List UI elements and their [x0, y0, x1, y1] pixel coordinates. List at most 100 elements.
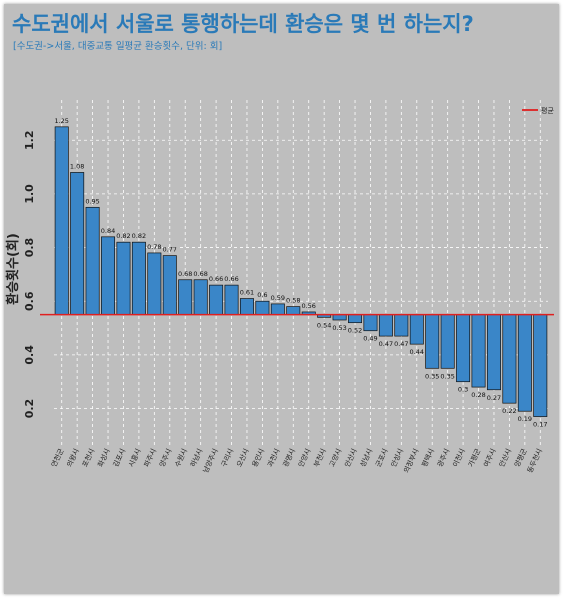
bar	[456, 314, 471, 383]
data-label: 1.25	[54, 117, 68, 125]
x-tick-label: 성남시	[358, 447, 374, 468]
bar	[70, 172, 85, 315]
x-tick-label: 구리시	[219, 447, 235, 468]
data-label: 0.82	[116, 232, 130, 240]
data-label: 0.77	[163, 246, 177, 254]
bar	[101, 236, 116, 315]
x-tick-label: 여주시	[481, 447, 497, 468]
bar	[440, 314, 455, 369]
bar	[502, 314, 517, 404]
x-tick-label: 포천시	[80, 447, 96, 468]
data-label: 0.22	[502, 407, 516, 415]
data-label: 0.61	[240, 289, 254, 297]
bar	[239, 298, 254, 315]
x-tick-label: 과천시	[265, 447, 281, 468]
x-tick-label: 광주시	[436, 447, 451, 468]
bar	[193, 279, 208, 315]
y-tick-label: 0.8	[23, 238, 36, 258]
x-tick-label: 하남시	[188, 447, 204, 468]
x-tick-label: 안성시	[389, 447, 405, 468]
data-label: 0.27	[487, 394, 501, 402]
data-label: 1.08	[70, 162, 84, 170]
data-label: 0.49	[363, 335, 377, 343]
data-label: 0.84	[101, 227, 115, 235]
x-tick-label: 평택시	[420, 447, 436, 468]
x-tick-label: 용인시	[250, 447, 266, 468]
y-tick-label: 0.4	[23, 345, 36, 365]
x-tick-label: 광명시	[281, 447, 297, 468]
bar	[425, 314, 440, 369]
y-tick-label: 0.2	[23, 399, 36, 419]
x-tick-label: 연천군	[49, 447, 66, 469]
bar	[378, 314, 393, 337]
data-label: 0.19	[518, 415, 532, 423]
x-tick-label: 화성시	[96, 447, 112, 468]
data-label: 0.6	[257, 291, 267, 299]
data-label: 0.68	[178, 270, 192, 278]
y-tick-label: 1.0	[23, 184, 36, 204]
bar	[116, 241, 131, 315]
bar	[394, 314, 409, 337]
x-tick-label: 안양시	[296, 447, 312, 468]
bar	[363, 314, 378, 332]
bar	[255, 300, 270, 315]
data-label: 0.35	[440, 372, 454, 380]
data-label: 0.95	[85, 197, 99, 205]
x-tick-label: 부천시	[312, 447, 328, 468]
x-tick-label: 고양시	[328, 447, 343, 468]
x-tick-label: 가평군	[466, 447, 483, 469]
data-label: 0.35	[425, 372, 439, 380]
data-label: 0.17	[533, 421, 547, 429]
bar	[147, 252, 162, 315]
data-label: 0.59	[271, 294, 285, 302]
data-label: 0.47	[394, 340, 408, 348]
x-tick-label: 안산시	[343, 447, 359, 468]
data-label: 0.68	[193, 270, 207, 278]
bar	[209, 284, 224, 315]
data-label: 0.82	[132, 232, 146, 240]
bar	[486, 314, 501, 391]
bar	[517, 314, 532, 412]
x-tick-label: 의왕시	[65, 447, 81, 468]
bar	[270, 303, 285, 315]
x-tick-label: 파주시	[142, 447, 158, 468]
data-label: 0.66	[224, 275, 238, 283]
bar	[348, 314, 363, 324]
chart-title: 수도권에서 서울로 통행하는데 환승은 몇 번 하는지?	[12, 12, 474, 36]
bar	[131, 241, 146, 315]
bar	[332, 314, 347, 321]
data-label: 0.52	[348, 327, 362, 335]
x-tick-label: 안산시	[497, 447, 513, 468]
data-label: 0.54	[317, 321, 331, 329]
bar	[409, 314, 424, 345]
data-label: 0.28	[471, 391, 485, 399]
data-label: 0.3	[458, 386, 468, 394]
x-tick-label: 양주시	[158, 447, 173, 468]
bar	[54, 126, 69, 315]
bar	[224, 284, 239, 315]
y-tick-label: 0.6	[23, 291, 36, 311]
data-label: 0.56	[301, 302, 315, 310]
y-axis-label: 환승횟수(회)	[5, 233, 21, 305]
bar	[533, 314, 548, 417]
bar	[286, 306, 301, 315]
x-tick-label: 시흥시	[126, 447, 142, 468]
x-tick-label: 김포시	[112, 447, 127, 468]
chart-subtitle: [수도권->서울, 대중교통 일평균 환승횟수, 단위: 회]	[13, 41, 223, 52]
x-tick-label: 양평군	[512, 447, 529, 469]
data-label: 0.78	[147, 243, 161, 251]
data-label: 0.53	[332, 324, 346, 332]
bar	[162, 255, 177, 315]
x-tick-label: 수원시	[173, 447, 189, 468]
data-label: 0.66	[209, 275, 223, 283]
data-label: 0.47	[379, 340, 393, 348]
x-tick-label: 군포시	[374, 447, 389, 468]
x-tick-label: 오산시	[234, 447, 250, 468]
bar	[471, 314, 486, 388]
bar	[85, 206, 100, 315]
bar	[178, 279, 193, 315]
data-label: 0.44	[410, 348, 424, 356]
y-tick-label: 1.2	[23, 130, 36, 150]
legend-label-average: 평균	[541, 106, 554, 115]
